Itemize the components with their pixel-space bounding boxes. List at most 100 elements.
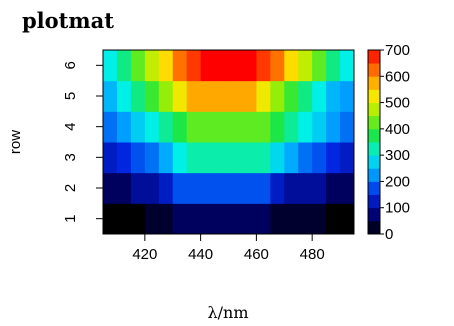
heatmap-cell bbox=[284, 80, 299, 112]
heatmap-cell bbox=[200, 142, 216, 174]
heatmap-cell bbox=[214, 142, 229, 174]
heatmap-cell bbox=[256, 50, 271, 82]
heatmap-cell bbox=[214, 80, 229, 112]
legend-swatch bbox=[368, 168, 380, 182]
heatmap-cell bbox=[200, 80, 216, 112]
legend-swatch bbox=[368, 102, 380, 117]
heatmap-cell bbox=[242, 172, 257, 204]
heatmap-cell bbox=[228, 172, 243, 204]
heatmap-cell bbox=[340, 80, 355, 112]
heatmap-cell bbox=[186, 111, 202, 143]
legend-frame bbox=[367, 49, 381, 235]
heatmap-cell bbox=[130, 80, 146, 112]
heatmap-cell bbox=[200, 203, 216, 235]
legend-swatch bbox=[368, 115, 380, 130]
heatmap-cell bbox=[172, 142, 188, 174]
heatmap-cell bbox=[326, 80, 341, 112]
x-tick-label: 480 bbox=[300, 246, 325, 263]
heatmap-cells bbox=[103, 50, 355, 235]
heatmap-cell bbox=[214, 203, 229, 235]
heatmap-cell bbox=[228, 111, 243, 143]
heatmap-cell bbox=[116, 50, 132, 82]
heatmap-cell bbox=[298, 50, 313, 82]
heatmap-cell bbox=[242, 203, 257, 235]
heatmap-cell bbox=[214, 172, 229, 204]
x-axis-label: λ/nm bbox=[207, 303, 248, 322]
heatmap-cell bbox=[312, 172, 327, 204]
heatmap-cell bbox=[270, 142, 285, 174]
heatmap-cell bbox=[144, 50, 160, 82]
legend-tick-label: 0 bbox=[385, 226, 393, 243]
legend-swatch bbox=[368, 76, 380, 90]
heatmap-cell bbox=[103, 172, 118, 204]
heatmap-cell bbox=[256, 111, 271, 143]
legend-swatch bbox=[368, 89, 380, 103]
heatmap-cell bbox=[186, 172, 202, 204]
heatmap-cell bbox=[228, 203, 243, 235]
heatmap-cell bbox=[130, 172, 146, 204]
heatmap-cell bbox=[144, 111, 160, 143]
heatmap-cell bbox=[284, 50, 299, 82]
heatmap-cell bbox=[144, 172, 160, 204]
heatmap-cell bbox=[186, 203, 202, 235]
y-tick-label: 6 bbox=[62, 61, 79, 69]
x-axis: 420 440 460 480 bbox=[132, 234, 325, 263]
y-axis: 1 2 3 4 5 6 bbox=[62, 61, 103, 223]
heatmap-cell bbox=[158, 172, 174, 204]
heatmap-cell bbox=[326, 203, 341, 235]
heatmap-cell bbox=[340, 172, 355, 204]
heatmap-cell bbox=[103, 142, 118, 174]
heatmap-cell bbox=[158, 80, 174, 112]
heatmap-cell bbox=[158, 203, 174, 235]
heatmap-cell bbox=[270, 80, 285, 112]
heatmap-cell bbox=[298, 80, 313, 112]
y-tick-label: 2 bbox=[62, 184, 79, 192]
heatmap-cell bbox=[326, 172, 341, 204]
heatmap-cell bbox=[298, 142, 313, 174]
heatmap-cell bbox=[256, 203, 271, 235]
legend-swatch bbox=[368, 50, 380, 64]
heatmap-cell bbox=[340, 111, 355, 143]
heatmap-cell bbox=[228, 142, 243, 174]
heatmap-cell bbox=[270, 203, 285, 235]
heatmap-cell bbox=[172, 80, 188, 112]
heatmap-cell bbox=[270, 172, 285, 204]
plot-frame bbox=[102, 49, 355, 235]
heatmap-cell bbox=[326, 111, 341, 143]
legend-swatch bbox=[368, 63, 380, 77]
heatmap-cell bbox=[200, 172, 216, 204]
heatmap-cell bbox=[144, 80, 160, 112]
heatmap-cell bbox=[312, 111, 327, 143]
heatmap-cell bbox=[186, 50, 202, 82]
y-tick-label: 5 bbox=[62, 92, 79, 100]
legend-swatch bbox=[368, 155, 380, 169]
heatmap-cell bbox=[172, 50, 188, 82]
legend-tick-label: 700 bbox=[385, 42, 410, 59]
heatmap-cell bbox=[270, 50, 285, 82]
heatmap-cell bbox=[214, 50, 229, 82]
heatmap-cell bbox=[242, 80, 257, 112]
heatmap-cell bbox=[284, 203, 299, 235]
heatmap-cell bbox=[326, 142, 341, 174]
heatmap-cell bbox=[116, 142, 132, 174]
heatmap-cell bbox=[158, 50, 174, 82]
heatmap-cell bbox=[242, 111, 257, 143]
legend-tick-label: 200 bbox=[385, 173, 410, 190]
heatmap-cell bbox=[103, 111, 118, 143]
x-tick-label: 460 bbox=[244, 246, 269, 263]
legend-swatch bbox=[368, 142, 380, 156]
heatmap-cell bbox=[256, 80, 271, 112]
heatmap-cell bbox=[312, 203, 327, 235]
heatmap-cell bbox=[116, 80, 132, 112]
heatmap-cell bbox=[270, 111, 285, 143]
heatmap-cell bbox=[340, 203, 355, 235]
x-tick-label: 420 bbox=[132, 246, 157, 263]
heatmap-cell bbox=[284, 111, 299, 143]
heatmap-cell bbox=[186, 80, 202, 112]
chart-title: plotmat bbox=[22, 8, 114, 33]
y-tick-label: 1 bbox=[62, 214, 79, 222]
heatmap-cell bbox=[130, 203, 146, 235]
heatmap-cell bbox=[200, 111, 216, 143]
legend-swatch bbox=[368, 194, 380, 209]
heatmap-cell bbox=[116, 203, 132, 235]
